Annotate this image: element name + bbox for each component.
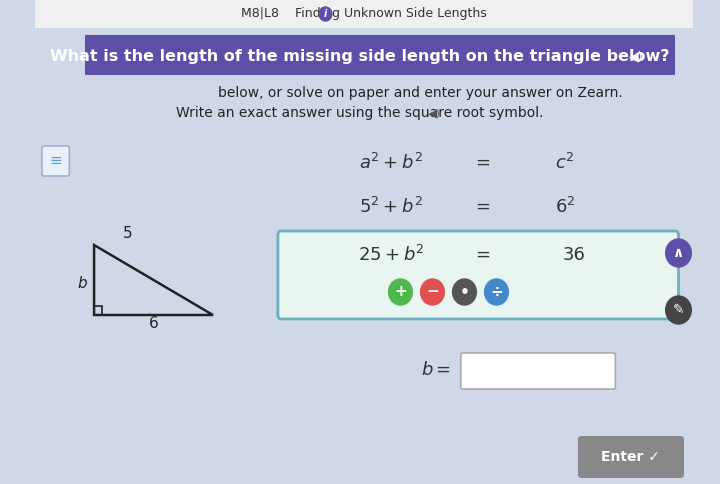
Text: below, or solve on paper and enter your answer on Zearn.: below, or solve on paper and enter your … [217, 86, 622, 100]
FancyBboxPatch shape [35, 0, 693, 28]
Text: −: − [426, 285, 439, 300]
Text: $c^2$: $c^2$ [555, 153, 575, 173]
Circle shape [319, 7, 332, 21]
Text: b: b [77, 275, 87, 290]
Text: =: = [475, 198, 490, 216]
Text: Enter ✓: Enter ✓ [601, 450, 660, 464]
Circle shape [453, 279, 477, 305]
Text: ◀): ◀) [428, 108, 441, 118]
Text: $25 + b^2$: $25 + b^2$ [358, 245, 425, 265]
FancyBboxPatch shape [461, 353, 616, 389]
Text: 6: 6 [148, 316, 158, 331]
FancyBboxPatch shape [42, 146, 69, 176]
Text: $5^2 + b^2$: $5^2 + b^2$ [359, 197, 423, 217]
Text: •: • [459, 285, 469, 300]
Text: i: i [324, 9, 327, 19]
Circle shape [389, 279, 413, 305]
Text: +: + [394, 285, 407, 300]
Text: ◀): ◀) [629, 50, 644, 63]
FancyBboxPatch shape [578, 436, 684, 478]
Text: =: = [475, 246, 490, 264]
Text: 36: 36 [563, 246, 585, 264]
Text: What is the length of the missing side length on the triangle below?: What is the length of the missing side l… [50, 49, 669, 64]
Text: Write an exact answer using the square root symbol.: Write an exact answer using the square r… [176, 106, 544, 120]
Text: M8|L8    Finding Unknown Side Lengths: M8|L8 Finding Unknown Side Lengths [241, 7, 487, 20]
Text: $a^2 + b^2$: $a^2 + b^2$ [359, 153, 423, 173]
Text: ✎: ✎ [672, 303, 684, 317]
Circle shape [666, 239, 691, 267]
Circle shape [420, 279, 444, 305]
Text: ∧: ∧ [673, 246, 684, 260]
Text: =: = [475, 154, 490, 172]
Text: $b =$: $b =$ [420, 361, 451, 379]
Text: ≡: ≡ [49, 153, 62, 168]
Circle shape [485, 279, 508, 305]
Text: ÷: ÷ [490, 285, 503, 300]
Text: 5: 5 [123, 226, 132, 241]
Text: $6^2$: $6^2$ [555, 197, 575, 217]
Circle shape [666, 296, 691, 324]
FancyBboxPatch shape [278, 231, 678, 319]
FancyBboxPatch shape [85, 35, 675, 75]
